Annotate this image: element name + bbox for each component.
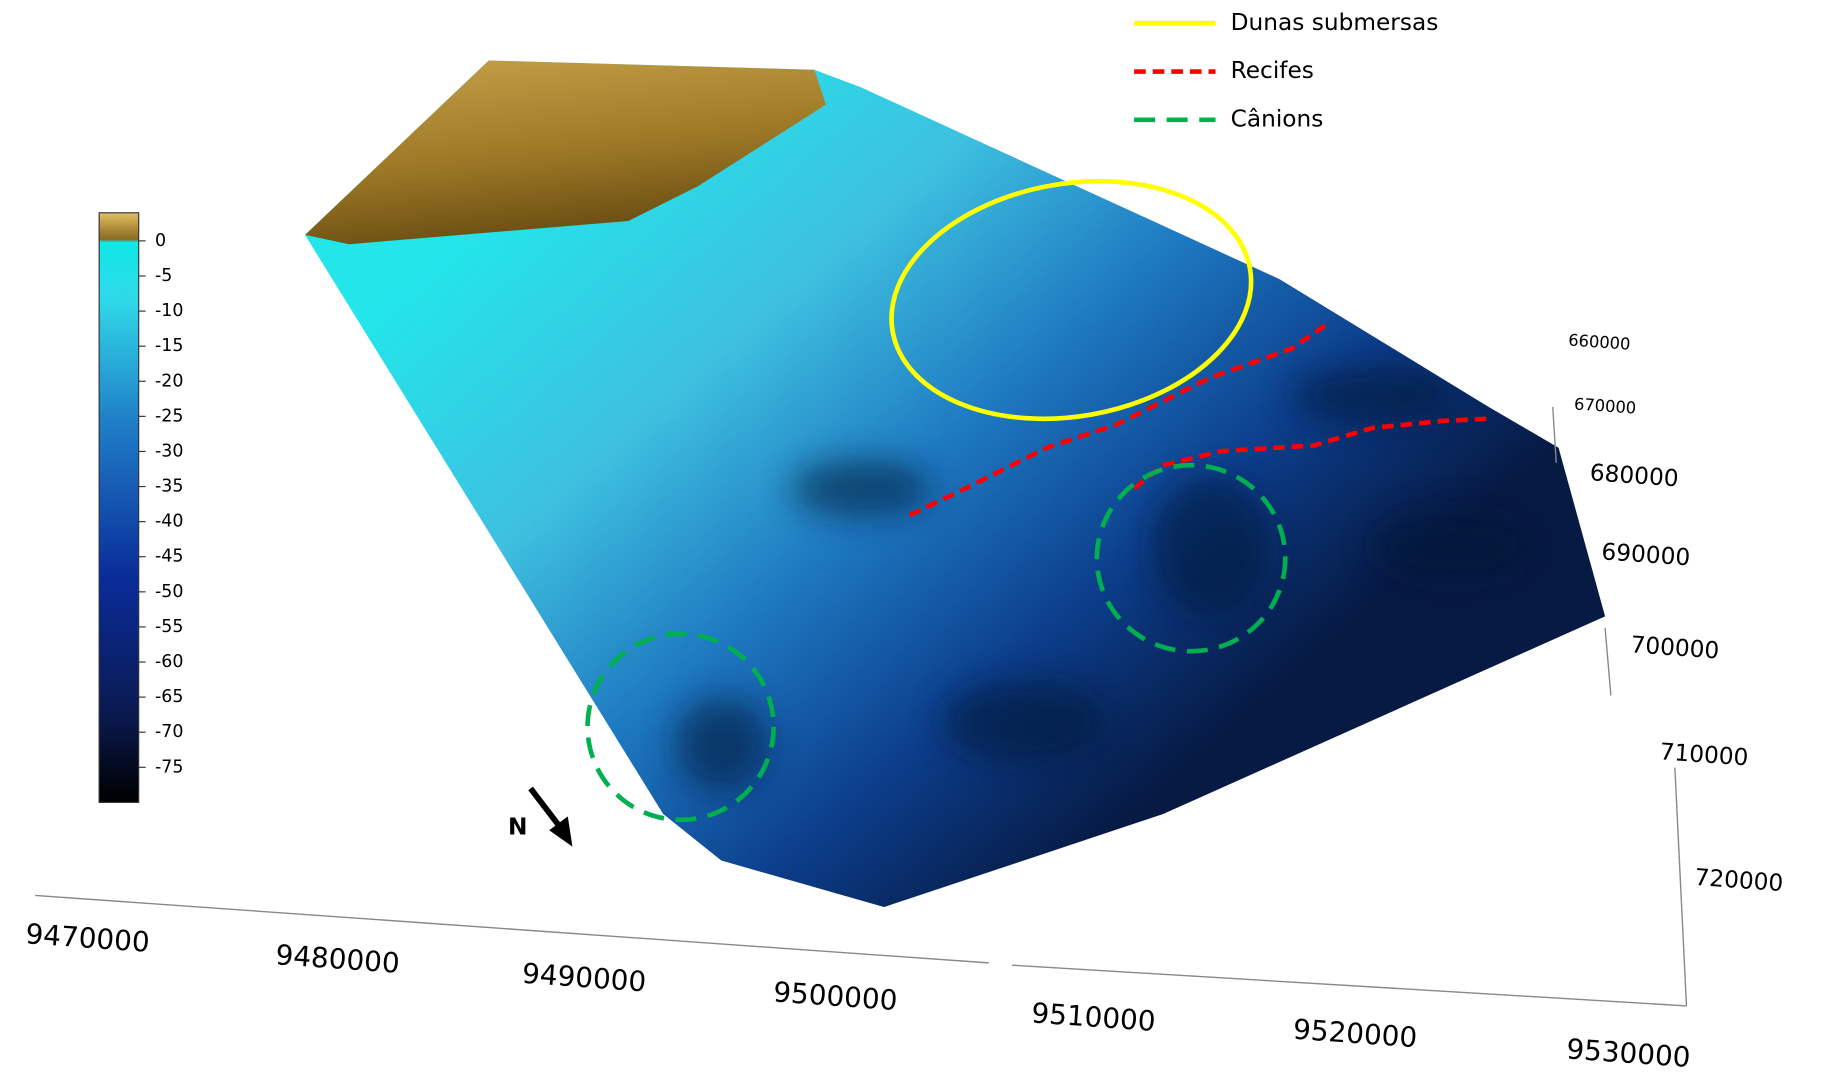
colorbar-tick-label: -35 [155, 477, 183, 497]
x-tick-label: 9500000 [772, 975, 898, 1017]
y-tick-label: 700000 [1630, 631, 1720, 664]
colorbar-tick-label: -65 [155, 687, 183, 707]
y-tick-label: 710000 [1659, 738, 1749, 771]
y-tick-label: 720000 [1694, 864, 1784, 897]
colorbar-tick-label: -45 [155, 547, 183, 567]
x-tick-label: 9530000 [1565, 1032, 1691, 1074]
colorbar-tick-label: -75 [155, 757, 183, 777]
y-tick-label: 670000 [1574, 394, 1637, 417]
x-tick-label: 9510000 [1030, 996, 1156, 1038]
y-tick-label: 680000 [1589, 459, 1679, 492]
legend-label: Cânions [1231, 105, 1324, 132]
colorbar-tick-label: -5 [155, 266, 172, 286]
y-tick-label: 690000 [1601, 538, 1691, 571]
y-tick-label: 660000 [1568, 330, 1631, 353]
colorbar-tick-label: -40 [155, 512, 183, 532]
colorbar-tick-label: -50 [155, 582, 183, 602]
colorbar-tick-label: 0 [155, 231, 166, 251]
north-label: N [508, 813, 527, 840]
colorbar-tick-label: -60 [155, 652, 183, 672]
colorbar-tick-label: -10 [155, 301, 183, 321]
x-tick-label: 9470000 [25, 917, 151, 959]
colorbar-tick-label: -20 [155, 371, 183, 391]
colorbar [99, 213, 139, 803]
x-tick-label: 9520000 [1292, 1013, 1418, 1055]
colorbar-tick-label: -55 [155, 617, 183, 637]
legend-label: Recifes [1231, 57, 1314, 84]
colorbar-tick-label: -30 [155, 441, 183, 461]
x-tick-label: 9490000 [521, 957, 647, 999]
north-arrow: N [508, 788, 572, 846]
colorbar-tick-label: -25 [155, 406, 183, 426]
bathymetry-map: N 0 -5 -10 -15 -20 -25 -30 -35 -40 -45 -50 -55 -60 -6… [0, 0, 1824, 1078]
colorbar-tick-label: -70 [155, 722, 183, 742]
colorbar-tick-label: -15 [155, 336, 183, 356]
x-tick-label: 9480000 [275, 938, 401, 980]
terrain [233, 0, 1687, 988]
legend-label: Dunas submersas [1231, 9, 1439, 36]
